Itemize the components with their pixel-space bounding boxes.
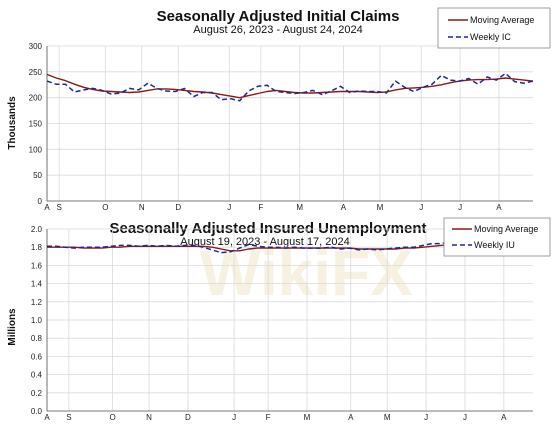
initial-claims-chart: Seasonally Adjusted Initial Claims Augus… <box>7 7 551 212</box>
y-tick-label: 0.4 <box>31 371 43 380</box>
y-axis-label: Millions <box>7 308 18 346</box>
x-tick-label: N <box>146 413 152 422</box>
x-tick-label: J <box>419 203 423 212</box>
y-tick-label: 250 <box>29 68 43 77</box>
y-tick-label: 50 <box>33 171 42 180</box>
legend-weekly-iu: Weekly IU <box>474 240 515 250</box>
y-tick-label: 0 <box>38 197 43 206</box>
y-tick-label: 1.6 <box>31 261 43 270</box>
x-tick-label: M <box>377 203 384 212</box>
x-tick-label: A <box>496 203 502 212</box>
x-tick-label: F <box>258 203 263 212</box>
x-tick-label: A <box>501 413 507 422</box>
x-tick-label: M <box>304 413 311 422</box>
chart-title: Seasonally Adjusted Initial Claims <box>157 8 400 25</box>
legend-moving-average: Moving Average <box>470 15 534 25</box>
y-tick-label: 1.0 <box>31 316 43 325</box>
x-tick-label: J <box>232 413 236 422</box>
x-tick-label: F <box>266 413 271 422</box>
y-tick-label: 0.6 <box>31 352 43 361</box>
y-tick-label: 0.2 <box>31 389 43 398</box>
x-tick-label: D <box>175 203 181 212</box>
y-tick-label: 1.8 <box>31 243 43 252</box>
x-tick-label: O <box>109 413 115 422</box>
y-tick-label: 200 <box>29 94 43 103</box>
x-tick-label: J <box>227 203 231 212</box>
x-tick-label: A <box>44 203 50 212</box>
y-tick-label: 150 <box>29 120 43 129</box>
x-tick-label: S <box>66 413 71 422</box>
y-tick-label: 300 <box>29 42 43 51</box>
x-tick-label: J <box>463 413 467 422</box>
x-tick-label: S <box>56 203 61 212</box>
y-axis-label: Thousands <box>7 96 18 150</box>
x-tick-label: M <box>384 413 391 422</box>
x-tick-label: D <box>185 413 191 422</box>
x-tick-label: A <box>341 203 347 212</box>
x-tick-label: A <box>44 413 50 422</box>
legend-moving-average: Moving Average <box>474 224 538 234</box>
chart-title: Seasonally Adjusted Insured Unemployment <box>109 220 426 237</box>
x-tick-label: O <box>102 203 108 212</box>
legend-weekly-ic: Weekly IC <box>470 32 511 42</box>
x-tick-label: J <box>424 413 428 422</box>
y-tick-label: 1.2 <box>31 298 43 307</box>
x-tick-label: M <box>296 203 303 212</box>
y-tick-label: 0.8 <box>31 334 43 343</box>
y-tick-label: 1.4 <box>31 280 43 289</box>
legend: Moving Average Weekly IC <box>437 7 551 49</box>
x-tick-label: A <box>348 413 354 422</box>
y-tick-label: 100 <box>29 145 43 154</box>
series-line-moving-average <box>46 73 534 99</box>
chart-subtitle: August 26, 2023 - August 24, 2024 <box>193 24 362 36</box>
series-line-weekly-ic <box>46 72 534 102</box>
insured-unemployment-chart: WikiFX Seasonally Adjusted Insured Unemp… <box>7 217 551 422</box>
legend: Moving Average Weekly IU <box>443 217 551 257</box>
x-tick-label: N <box>139 203 145 212</box>
y-tick-label: 0.0 <box>31 407 43 416</box>
y-tick-label: 2.0 <box>31 225 43 234</box>
x-tick-label: J <box>458 203 462 212</box>
